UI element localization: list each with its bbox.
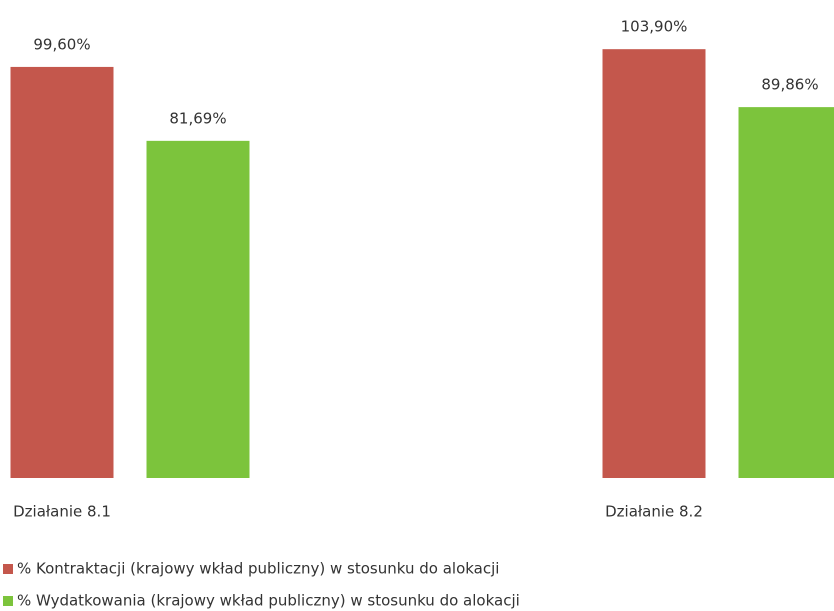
x-tick-label: Działanie 8.1 <box>13 503 111 521</box>
x-tick-label: Działanie 8.2 <box>605 503 703 521</box>
data-label: 81,69% <box>169 109 226 127</box>
legend-label: % Wydatkowania (krajowy wkład publiczny)… <box>17 592 520 610</box>
bar <box>146 140 250 479</box>
bar <box>10 66 114 478</box>
data-label: 99,60% <box>33 35 90 53</box>
legend-swatch <box>3 564 13 574</box>
legend-label: % Kontraktacji (krajowy wkład publiczny)… <box>17 560 499 578</box>
bar <box>602 49 706 479</box>
data-label: 89,86% <box>761 76 818 94</box>
bar <box>738 107 834 478</box>
legend-swatch <box>3 596 13 606</box>
data-label: 103,90% <box>621 18 688 36</box>
